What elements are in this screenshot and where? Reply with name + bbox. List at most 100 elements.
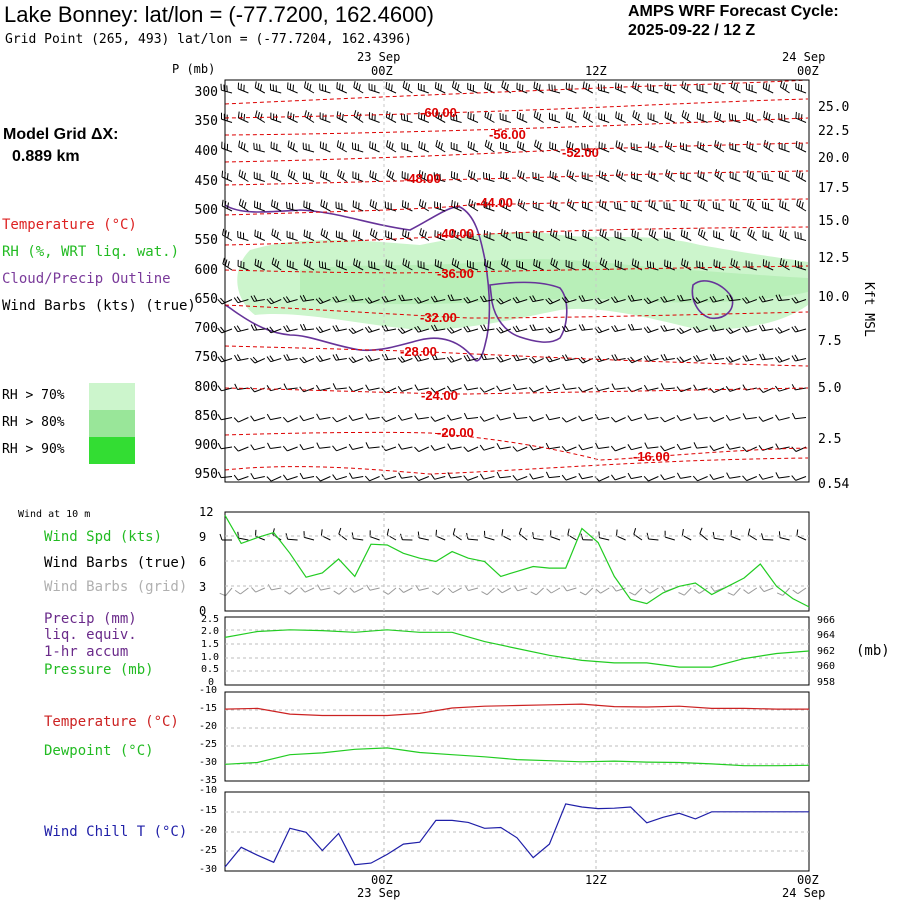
wind-barb	[545, 442, 561, 450]
wind-barb	[610, 445, 626, 452]
wind-barb	[532, 200, 544, 212]
surface-wind-barb	[664, 530, 675, 541]
wind-barb	[287, 140, 298, 153]
wind-barb	[729, 142, 741, 153]
wind-barb	[549, 170, 561, 182]
wind-barb	[594, 297, 610, 305]
grid-wind-barb	[234, 587, 249, 595]
precip-ytick: 0	[208, 677, 215, 688]
wind-barb	[763, 110, 774, 123]
chill-ytick: -30	[199, 864, 218, 875]
wind-barb	[709, 445, 725, 452]
wind-barb	[728, 113, 741, 123]
wind-barb	[729, 200, 741, 212]
surface-wind-barb	[320, 529, 331, 541]
wind-barb	[414, 446, 430, 453]
wind-barb	[665, 169, 676, 182]
wind-barb	[237, 82, 249, 94]
wind-barb	[233, 445, 249, 452]
wind-barb	[501, 257, 512, 271]
wind-barb	[697, 199, 708, 212]
wind-barb	[299, 444, 315, 451]
wind-barb	[299, 386, 315, 393]
grid-wind-barb	[219, 587, 233, 597]
wind-barb	[250, 356, 266, 364]
wind-barb	[400, 113, 413, 123]
wind-barb	[709, 324, 725, 332]
wind-barb	[775, 294, 790, 302]
wind-barb	[414, 325, 429, 333]
wind-barb	[484, 110, 495, 123]
wind-barb	[364, 326, 380, 333]
wind-barb	[349, 294, 364, 302]
wind-barb	[500, 228, 512, 241]
wind-barb	[335, 201, 347, 212]
wind-barb	[352, 229, 364, 241]
wind-barb	[332, 324, 347, 332]
wind-barb	[430, 416, 446, 422]
precip-ytick: 0.5	[201, 664, 220, 675]
chill-ytick: -10	[199, 785, 218, 796]
wind-barb	[496, 355, 511, 363]
precip-panel-frame	[224, 616, 810, 686]
wind-barb	[598, 170, 610, 182]
wind-barb	[529, 295, 544, 303]
wind-barb	[725, 443, 741, 450]
wind-barb	[528, 356, 544, 364]
wind-barb	[254, 229, 266, 241]
wind-barb	[418, 112, 429, 123]
wind-barb	[548, 83, 561, 94]
surface-wind-barb	[747, 528, 758, 541]
wind-barb	[627, 323, 643, 331]
wind-barb	[627, 415, 643, 422]
wind-barb	[545, 297, 561, 305]
wind-barb	[369, 228, 380, 241]
wind-barb	[270, 141, 282, 153]
pressure-axis-label: P (mb)	[172, 62, 216, 76]
wind-barb	[676, 327, 692, 335]
wind-barb	[496, 414, 511, 421]
wind-barb	[365, 413, 380, 420]
wind-barb	[578, 386, 593, 393]
height-tick: 25.0	[818, 100, 850, 115]
wind-barb	[479, 473, 495, 480]
wind-barb	[746, 112, 757, 123]
grid-wind-barb	[792, 587, 807, 595]
p-tick: 650	[194, 292, 218, 307]
wind-barb	[611, 325, 626, 332]
wind-barb	[254, 258, 266, 271]
wind-barb	[217, 326, 233, 334]
wind-barb	[419, 228, 430, 241]
grid-wind-barb	[267, 584, 282, 591]
wind-barb	[451, 80, 462, 94]
wind-barb	[397, 414, 413, 421]
wind-barb	[348, 327, 364, 335]
surface-wind-barb	[255, 529, 265, 541]
wind-barb	[746, 199, 758, 212]
surface-wind-barb	[400, 533, 413, 541]
surface-wind-barb	[761, 533, 774, 541]
p-tick: 550	[194, 233, 218, 248]
pressure-unit-label: (mb)	[856, 643, 890, 659]
wind-barb	[500, 170, 511, 182]
isotherm-label: -28.00	[400, 344, 437, 359]
wind-barb	[271, 228, 282, 241]
wind-barb	[332, 296, 347, 303]
wind-barb	[217, 414, 233, 421]
wind-barbs-true-label: Wind Barbs (true)	[44, 555, 188, 571]
wind-barb	[713, 259, 725, 271]
wind-speed-label: Wind Spd (kts)	[44, 529, 163, 545]
isotherm-label: -32.00	[420, 310, 457, 325]
legend-cloud: Cloud/Precip Outline	[2, 271, 171, 287]
wind-barb	[529, 473, 544, 480]
wind-barb	[496, 471, 511, 479]
pressure-ytick: 966	[817, 615, 836, 626]
wind-barb	[483, 259, 495, 271]
wind-barb	[676, 472, 692, 479]
wind-barb	[512, 325, 528, 333]
wind-barb	[287, 82, 298, 94]
wind-barb	[676, 386, 692, 393]
wind-barb	[791, 296, 807, 304]
legend-temperature: Temperature (°C)	[2, 217, 137, 233]
cross-section-time-grid	[383, 80, 597, 482]
